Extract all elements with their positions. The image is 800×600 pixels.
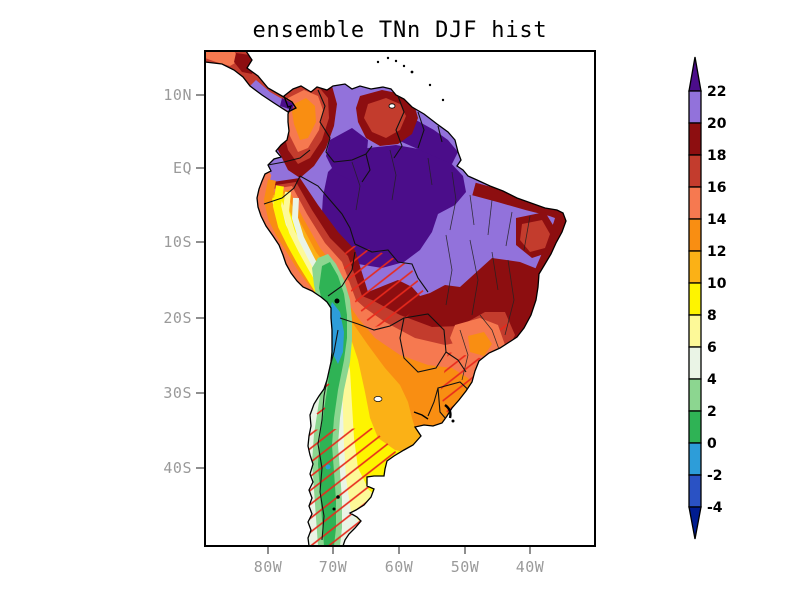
- colorbar-label: 0: [707, 436, 717, 452]
- map-frame: [204, 50, 596, 547]
- colorbar-label: 12: [707, 244, 726, 260]
- colorbar-segment: [688, 122, 702, 156]
- x-tick-label-80w: 80W: [254, 558, 283, 576]
- hatch-patagonia: [303, 428, 396, 546]
- colorbar-label: 20: [707, 116, 727, 132]
- colorbar-label: 16: [707, 180, 726, 196]
- co-ve-gt22: [326, 128, 368, 180]
- colorbar-label: 18: [707, 148, 726, 164]
- country-borders: [263, 89, 478, 541]
- y-tick-label-20s: 20S: [163, 309, 192, 327]
- colorbar-label: 22: [707, 84, 726, 100]
- colorbar-label: 8: [707, 308, 717, 324]
- y-tick-label-30s: 30S: [163, 384, 192, 402]
- lake-titicaca: [334, 298, 340, 304]
- colorbar-segment: [688, 250, 702, 284]
- lakes-islands: [332, 56, 455, 511]
- state-borders: [351, 149, 531, 381]
- cam-blob-14-16: [205, 51, 240, 66]
- y-axis: 10N EQ 10S 20S 30S 40S: [163, 86, 204, 477]
- y-tick-label-10s: 10S: [163, 233, 192, 251]
- guiana-core-16-18: [364, 98, 406, 138]
- colorbar: 22 20 18 16 14 12 10 8 6 4 2 0 -2 -4: [688, 56, 727, 540]
- colorbar-segment: [688, 442, 702, 476]
- guyana-lake: [388, 103, 396, 109]
- lagoa-dos-patos: [444, 404, 452, 419]
- colorbar-label: 4: [707, 372, 717, 388]
- colorbar-label: 6: [707, 340, 717, 356]
- colorbar-segment: [688, 314, 702, 348]
- colorbar-triangle-bottom: [688, 506, 702, 540]
- x-tick-label-60w: 60W: [385, 558, 414, 576]
- colorbar-label: 10: [707, 276, 727, 292]
- colorbar-label: 14: [707, 212, 727, 228]
- altiplano-core-m2-0: [329, 302, 344, 364]
- colorbar-segment: [688, 346, 702, 380]
- colorbar-label: -2: [707, 468, 723, 484]
- colorbar-label: -4: [707, 500, 723, 516]
- x-tick-label-70w: 70W: [319, 558, 348, 576]
- colorbar-segment: [688, 282, 702, 316]
- colorbar-label: 2: [707, 404, 717, 420]
- colorbar-segment: [688, 186, 702, 220]
- y-tick-label-10n: 10N: [163, 86, 192, 104]
- x-tick-label-40w: 40W: [516, 558, 545, 576]
- se-pocket-12-14: [468, 332, 492, 356]
- x-axis: 80W 70W 60W 50W 40W: [254, 547, 545, 576]
- colorbar-triangle-top: [688, 56, 702, 92]
- colorbar-segment: [688, 474, 702, 508]
- coastlines: [204, 50, 567, 547]
- parana-delta: [413, 411, 429, 420]
- y-ticks: [196, 94, 204, 469]
- x-ticks: [267, 547, 531, 554]
- colorbar-segment: [688, 378, 702, 412]
- x-tick-label-50w: 50W: [451, 558, 480, 576]
- y-tick-label-40s: 40S: [163, 459, 192, 477]
- colorbar-segment: [688, 410, 702, 444]
- colorbar-segment: [688, 218, 702, 252]
- page-title: ensemble TNn DJF hist: [253, 18, 548, 43]
- colorbar-segment: [688, 90, 702, 124]
- amazon-core-gt22: [322, 145, 466, 268]
- colorbar-segment: [688, 154, 702, 188]
- mar-chiquita: [373, 396, 383, 402]
- hatch-bolivia: [344, 244, 426, 328]
- colombia-core-12-14: [292, 98, 316, 140]
- y-tick-label-eq: EQ: [173, 159, 192, 177]
